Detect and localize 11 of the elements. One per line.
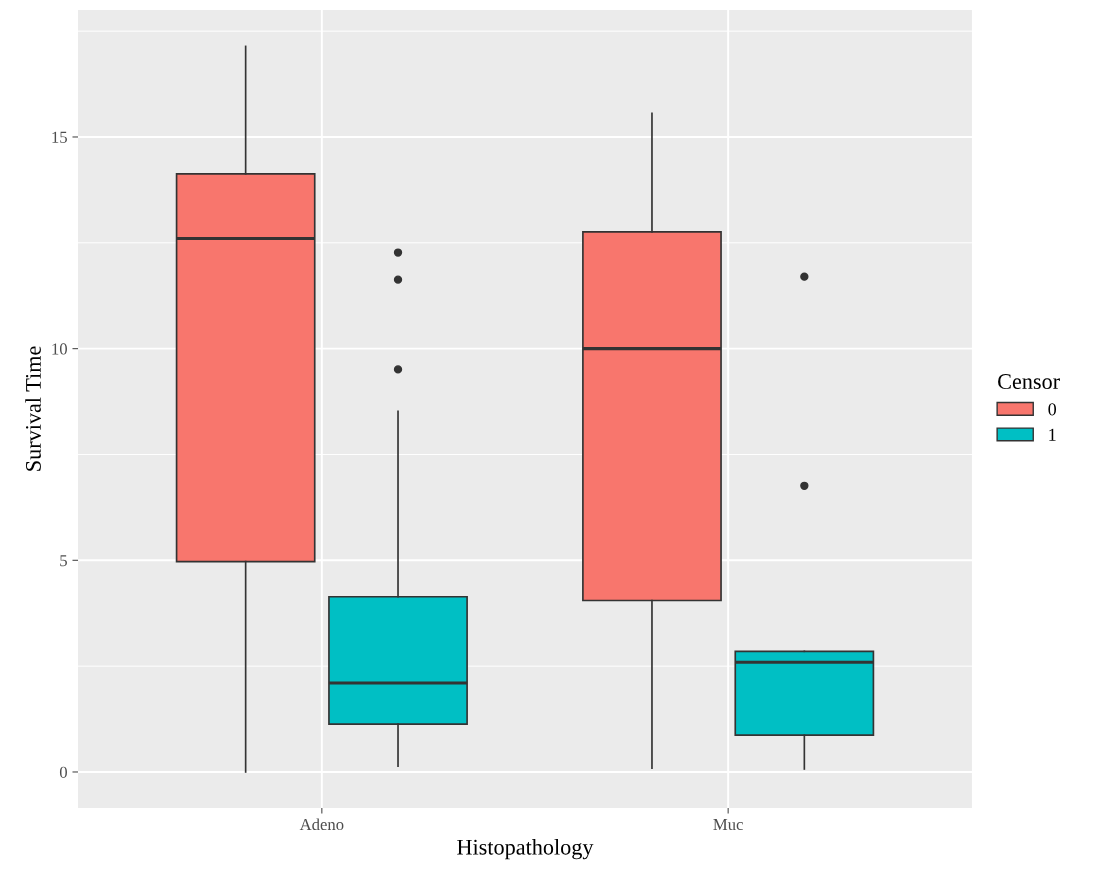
y-axis-title: Survival Time <box>25 346 41 471</box>
y-tick-label: 5 <box>60 555 67 567</box>
legend-label: 0 <box>1048 403 1057 416</box>
legend-title: Censor <box>998 374 1060 390</box>
x-axis-title: Histopathology <box>457 839 594 860</box>
y-tick-label: 0 <box>59 766 67 778</box>
x-tick-label: Adeno <box>299 818 344 831</box>
y-tick-label: 10 <box>52 343 67 355</box>
legend-label: 1 <box>1049 428 1056 441</box>
y-tick-label: 15 <box>52 131 67 143</box>
x-tick-label: Muc <box>713 819 743 831</box>
